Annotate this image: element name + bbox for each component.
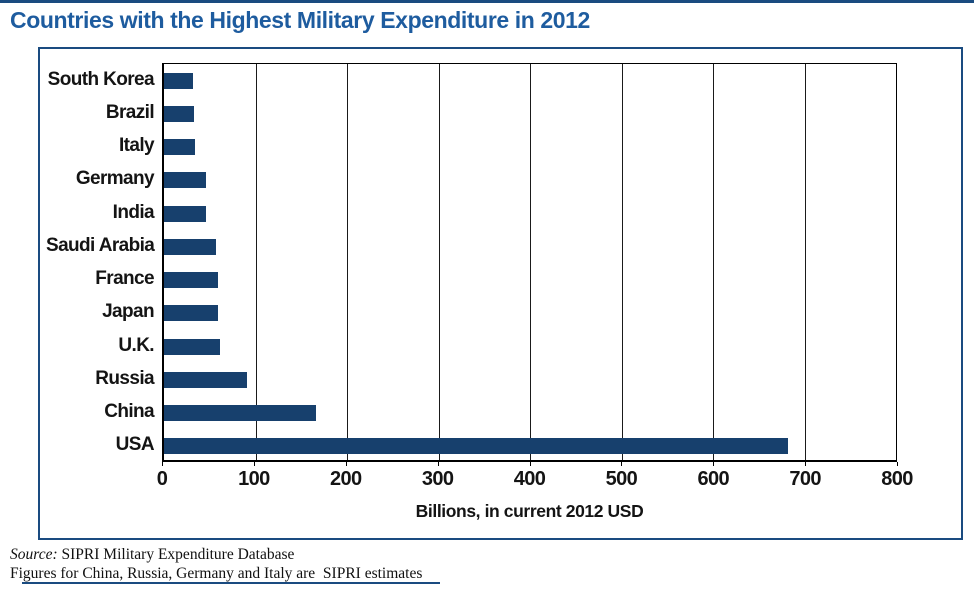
chart-title: Countries with the Highest Military Expe… — [10, 7, 590, 33]
x-tick-mark — [345, 462, 347, 466]
bar-row — [164, 97, 896, 130]
x-tick-label: 200 — [329, 468, 362, 490]
gridline — [438, 64, 440, 460]
source-text: SIPRI Military Expenditure Database — [57, 546, 295, 563]
bar-row — [164, 131, 896, 164]
x-axis-title: Billions, in current 2012 USD — [415, 501, 644, 521]
bar — [164, 205, 207, 222]
bar — [164, 405, 316, 422]
bar — [164, 338, 220, 355]
gridline — [713, 64, 714, 460]
plot-area — [162, 63, 897, 462]
bars-layer — [164, 64, 896, 460]
category-label: U.K. — [118, 334, 154, 356]
bar — [164, 172, 207, 189]
top-rule — [0, 0, 974, 3]
x-tick-label: 400 — [513, 468, 546, 490]
x-tick-mark — [253, 462, 255, 466]
footer-notes: Source: SIPRI Military Expenditure Datab… — [10, 545, 422, 583]
x-tick-label: 700 — [789, 468, 821, 490]
category-label: China — [104, 401, 154, 423]
chart-box: South Korea Brazil Italy Germany India Saudi … — [38, 47, 963, 540]
category-label: Russia — [95, 367, 154, 389]
x-tick-mark — [621, 462, 623, 466]
bar — [164, 438, 789, 455]
estimates-note: Figures for China, Russia, Germany and I… — [10, 565, 423, 582]
bar-row — [164, 264, 896, 297]
x-tick-mark — [713, 462, 715, 466]
source-line: Source: SIPRI Military Expenditure Datab… — [10, 545, 422, 564]
category-label: South Korea — [47, 68, 155, 90]
bar-row — [164, 197, 896, 230]
x-tick-label: 100 — [238, 468, 270, 490]
x-tick-mark — [805, 462, 807, 466]
category-label: Brazil — [105, 101, 155, 123]
bar-row — [164, 230, 896, 263]
x-tick-mark — [162, 462, 163, 466]
x-tick-label: 0 — [156, 468, 168, 490]
bar-row — [164, 397, 896, 430]
x-tick-mark — [529, 462, 531, 466]
x-tick-mark — [897, 462, 898, 466]
bar-row — [164, 164, 896, 197]
bar-row — [164, 363, 896, 396]
bar — [164, 371, 248, 388]
category-label: Saudi Arabia — [46, 234, 155, 256]
category-axis: South Korea Brazil Italy Germany India Saudi … — [46, 63, 155, 462]
bar — [164, 305, 218, 322]
bottom-partial-rule — [22, 582, 440, 584]
bar-row — [164, 297, 896, 330]
bar — [164, 139, 196, 156]
x-tick-label: 600 — [697, 468, 730, 490]
category-label: India — [112, 201, 155, 223]
x-axis-ticks: 0 100 200 300 400 500 600 700 800 — [157, 462, 913, 492]
category-label: France — [95, 268, 154, 290]
gridline — [804, 64, 806, 460]
source-label: Source: — [10, 546, 58, 563]
gridline — [347, 64, 348, 460]
bar — [164, 238, 217, 255]
category-label: Japan — [102, 301, 155, 323]
category-label: USA — [115, 434, 155, 456]
x-tick-mark — [437, 462, 439, 466]
x-tick-label: 800 — [881, 468, 913, 490]
category-label: Italy — [118, 135, 155, 157]
gridline — [530, 64, 531, 460]
bar — [164, 272, 218, 289]
category-label: Germany — [75, 168, 155, 190]
bar-row — [164, 430, 896, 463]
bar — [164, 105, 195, 122]
bar-row — [164, 64, 896, 97]
bar-row — [164, 330, 896, 363]
x-tick-label: 300 — [421, 468, 454, 490]
bar — [164, 72, 194, 89]
gridline — [621, 64, 623, 460]
gridline — [255, 64, 257, 460]
x-tick-label: 500 — [605, 468, 638, 490]
